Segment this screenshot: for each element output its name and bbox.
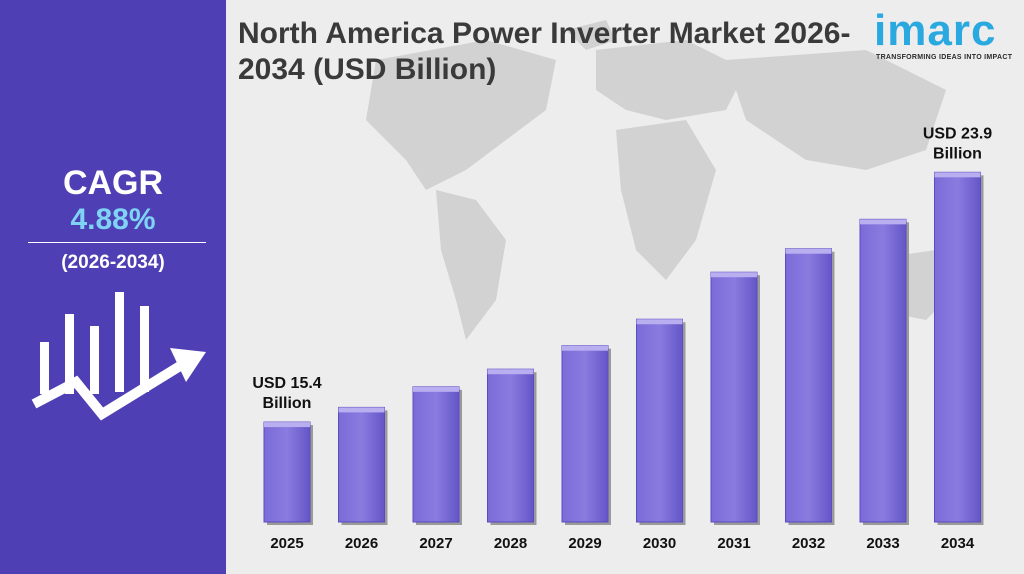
bar-cap — [860, 219, 906, 225]
cagr-divider — [28, 242, 206, 243]
cagr-label: CAGR — [62, 164, 164, 202]
bar-2034 — [934, 171, 984, 526]
bar-rect — [934, 171, 981, 523]
bar-cap — [711, 272, 757, 278]
bar-rect — [710, 271, 758, 523]
bar-2030 — [636, 318, 686, 525]
data-label: USD 23.9 — [923, 125, 992, 142]
brand-logo: imarc — [874, 6, 997, 55]
x-tick-label: 2029 — [568, 535, 601, 552]
bar-cap — [562, 345, 608, 351]
x-tick-label: 2032 — [792, 535, 825, 552]
bar-2033 — [859, 218, 909, 526]
x-tick-label: 2031 — [717, 535, 750, 552]
bar-2031 — [710, 271, 760, 525]
bar-2028 — [487, 368, 537, 525]
bar-2027 — [412, 386, 462, 525]
cagr-period: (2026-2034) — [61, 252, 165, 273]
bar-rect — [859, 218, 907, 523]
bar-2032 — [785, 248, 835, 525]
bar-2026 — [338, 406, 388, 525]
bar-rect — [636, 318, 683, 523]
bar-rect — [785, 248, 832, 523]
bar-chart: 2025 2026 2027 2028 2029 2030 2031 2032 2033 2034… — [252, 125, 992, 552]
x-tick-label: 2033 — [866, 535, 899, 552]
bar-2029 — [561, 345, 611, 525]
cagr-sidebar: CAGR 4.88% (2026-2034) — [0, 0, 226, 574]
bar-cap — [264, 422, 310, 428]
bar-rect — [487, 368, 534, 523]
data-label: Billion — [933, 145, 982, 162]
bar-cap — [338, 407, 385, 413]
x-tick-label: 2027 — [419, 535, 452, 552]
main-panel: North America Power Inverter Market 2026… — [226, 0, 1024, 574]
bar-rect — [263, 421, 311, 523]
cagr-value: 4.88% — [70, 203, 156, 236]
bar-rect — [412, 386, 460, 523]
bar-cap — [413, 386, 459, 392]
data-label: Billion — [263, 395, 312, 412]
bar-rect — [338, 406, 385, 523]
bar-cap — [487, 369, 534, 375]
bar-cap — [636, 319, 683, 325]
x-tick-label: 2034 — [941, 535, 975, 552]
bar-cap — [785, 248, 832, 254]
bar-2025 — [263, 421, 313, 525]
x-tick-label: 2030 — [643, 535, 676, 552]
growth-chart-icon — [31, 292, 206, 421]
brand-tagline: TRANSFORMING IDEAS INTO IMPACT — [876, 54, 1013, 61]
chart-title: North America Power Inverter Market 2026… — [238, 17, 851, 86]
x-tick-label: 2028 — [494, 535, 527, 552]
x-tick-label: 2025 — [270, 535, 303, 552]
bar-rect — [561, 345, 609, 523]
x-tick-label: 2026 — [345, 535, 378, 552]
data-label: USD 15.4 — [252, 375, 321, 392]
bar-cap — [934, 172, 981, 178]
